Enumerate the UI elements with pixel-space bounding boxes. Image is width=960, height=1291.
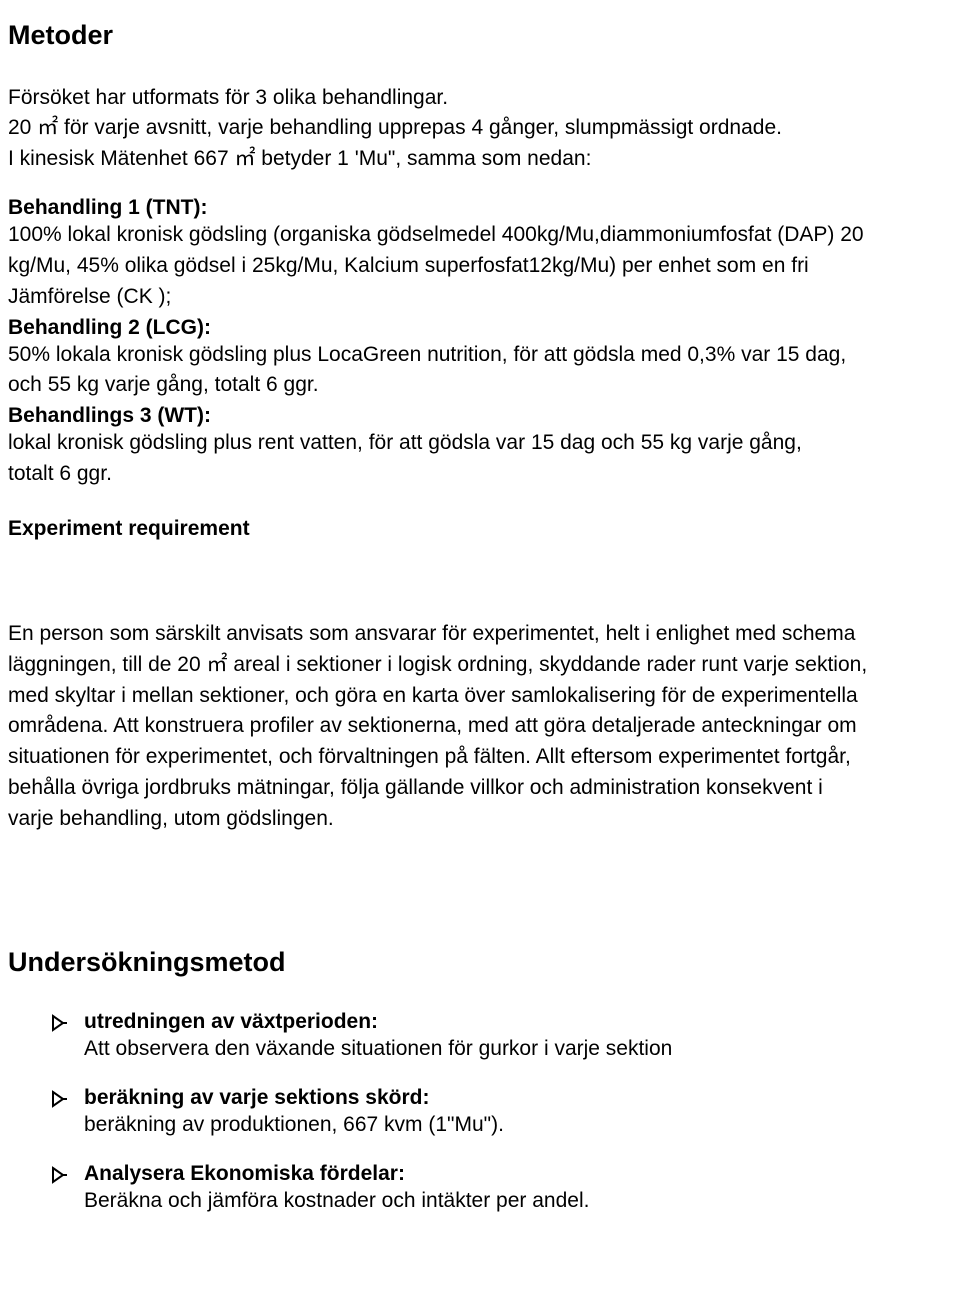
long-line-4: områdena. Att konstruera profiler av sek… bbox=[8, 713, 960, 740]
long-line-2-b: areal i sektioner i logisk ordning, skyd… bbox=[228, 653, 868, 676]
subhead-behandling-2: Behandling 2 (LCG): bbox=[8, 315, 960, 342]
list-item: utredningen av växtperioden: Att observe… bbox=[50, 1009, 960, 1063]
b2-body-line1: 50% lokala kronisk gödsling plus LocaGre… bbox=[8, 342, 960, 369]
heading-undersokningsmetod: Undersökningsmetod bbox=[8, 945, 960, 980]
list-item-content: beräkning av varje sektions skörd: beräk… bbox=[84, 1085, 960, 1139]
list-item-body: Att observera den växande situationen fö… bbox=[84, 1036, 960, 1063]
list-item-body: beräkning av produktionen, 667 kvm (1"Mu… bbox=[84, 1112, 960, 1139]
intro-line-3-a: I kinesisk Mätenhet 667 bbox=[8, 147, 234, 170]
intro-line-2-b: för varje avsnitt, varje behandling uppr… bbox=[58, 116, 782, 139]
heading-metoder: Metoder bbox=[8, 18, 960, 53]
list-item: Analysera Ekonomiska fördelar: Beräkna o… bbox=[50, 1161, 960, 1215]
list-item-title: beräkning av varje sektions skörd: bbox=[84, 1085, 960, 1112]
b1-body-line1: 100% lokal kronisk gödsling (organiska g… bbox=[8, 222, 960, 249]
subhead-experiment-requirement: Experiment requirement bbox=[8, 516, 960, 543]
intro-line-2-a: 20 bbox=[8, 116, 37, 139]
long-line-3: med skyltar i mellan sektioner, och göra… bbox=[8, 683, 960, 710]
b3-body-line1: lokal kronisk gödsling plus rent vatten,… bbox=[8, 430, 960, 457]
intro-line-3-b: betyder 1 'Mu", samma som nedan: bbox=[255, 147, 591, 170]
subhead-behandling-3: Behandlings 3 (WT): bbox=[8, 403, 960, 430]
list-item: beräkning av varje sektions skörd: beräk… bbox=[50, 1085, 960, 1139]
long-line-1: En person som särskilt anvisats som ansv… bbox=[8, 621, 960, 648]
b1-body-line2: kg/Mu, 45% olika gödsel i 25kg/Mu, Kalci… bbox=[8, 253, 960, 280]
b1-body-line3: Jämförelse (CK ); bbox=[8, 284, 960, 311]
list-item-body: Beräkna och jämföra kostnader och intäkt… bbox=[84, 1188, 960, 1215]
long-line-5: situationen för experimentet, och förval… bbox=[8, 744, 960, 771]
intro-line-2: 20 ㎡ för varje avsnitt, varje behandling… bbox=[8, 115, 960, 142]
list-item-title: utredningen av växtperioden: bbox=[84, 1009, 960, 1036]
subhead-behandling-1: Behandling 1 (TNT): bbox=[8, 195, 960, 222]
unit-m2-icon: ㎡ bbox=[37, 116, 58, 139]
unit-m2-icon: ㎡ bbox=[207, 653, 228, 676]
document-page: Metoder Försöket har utformats för 3 oli… bbox=[0, 0, 960, 1291]
b3-body-line2: totalt 6 ggr. bbox=[8, 461, 960, 488]
b2-body-line2: och 55 kg varje gång, totalt 6 ggr. bbox=[8, 372, 960, 399]
chevron-right-icon bbox=[50, 1089, 70, 1109]
chevron-right-icon bbox=[50, 1165, 70, 1185]
intro-line-1: Försöket har utformats för 3 olika behan… bbox=[8, 85, 960, 112]
intro-line-3: I kinesisk Mätenhet 667 ㎡ betyder 1 'Mu"… bbox=[8, 146, 960, 173]
long-line-7: varje behandling, utom gödslingen. bbox=[8, 806, 960, 833]
unit-m2-icon: ㎡ bbox=[234, 147, 255, 170]
long-line-2-a: läggningen, till de 20 bbox=[8, 653, 207, 676]
list-item-content: utredningen av växtperioden: Att observe… bbox=[84, 1009, 960, 1063]
long-line-2: läggningen, till de 20 ㎡ areal i sektion… bbox=[8, 652, 960, 679]
list-item-title: Analysera Ekonomiska fördelar: bbox=[84, 1161, 960, 1188]
bullet-list: utredningen av växtperioden: Att observe… bbox=[8, 1009, 960, 1214]
chevron-right-icon bbox=[50, 1013, 70, 1033]
list-item-content: Analysera Ekonomiska fördelar: Beräkna o… bbox=[84, 1161, 960, 1215]
long-line-6: behålla övriga jordbruks mätningar, följ… bbox=[8, 775, 960, 802]
